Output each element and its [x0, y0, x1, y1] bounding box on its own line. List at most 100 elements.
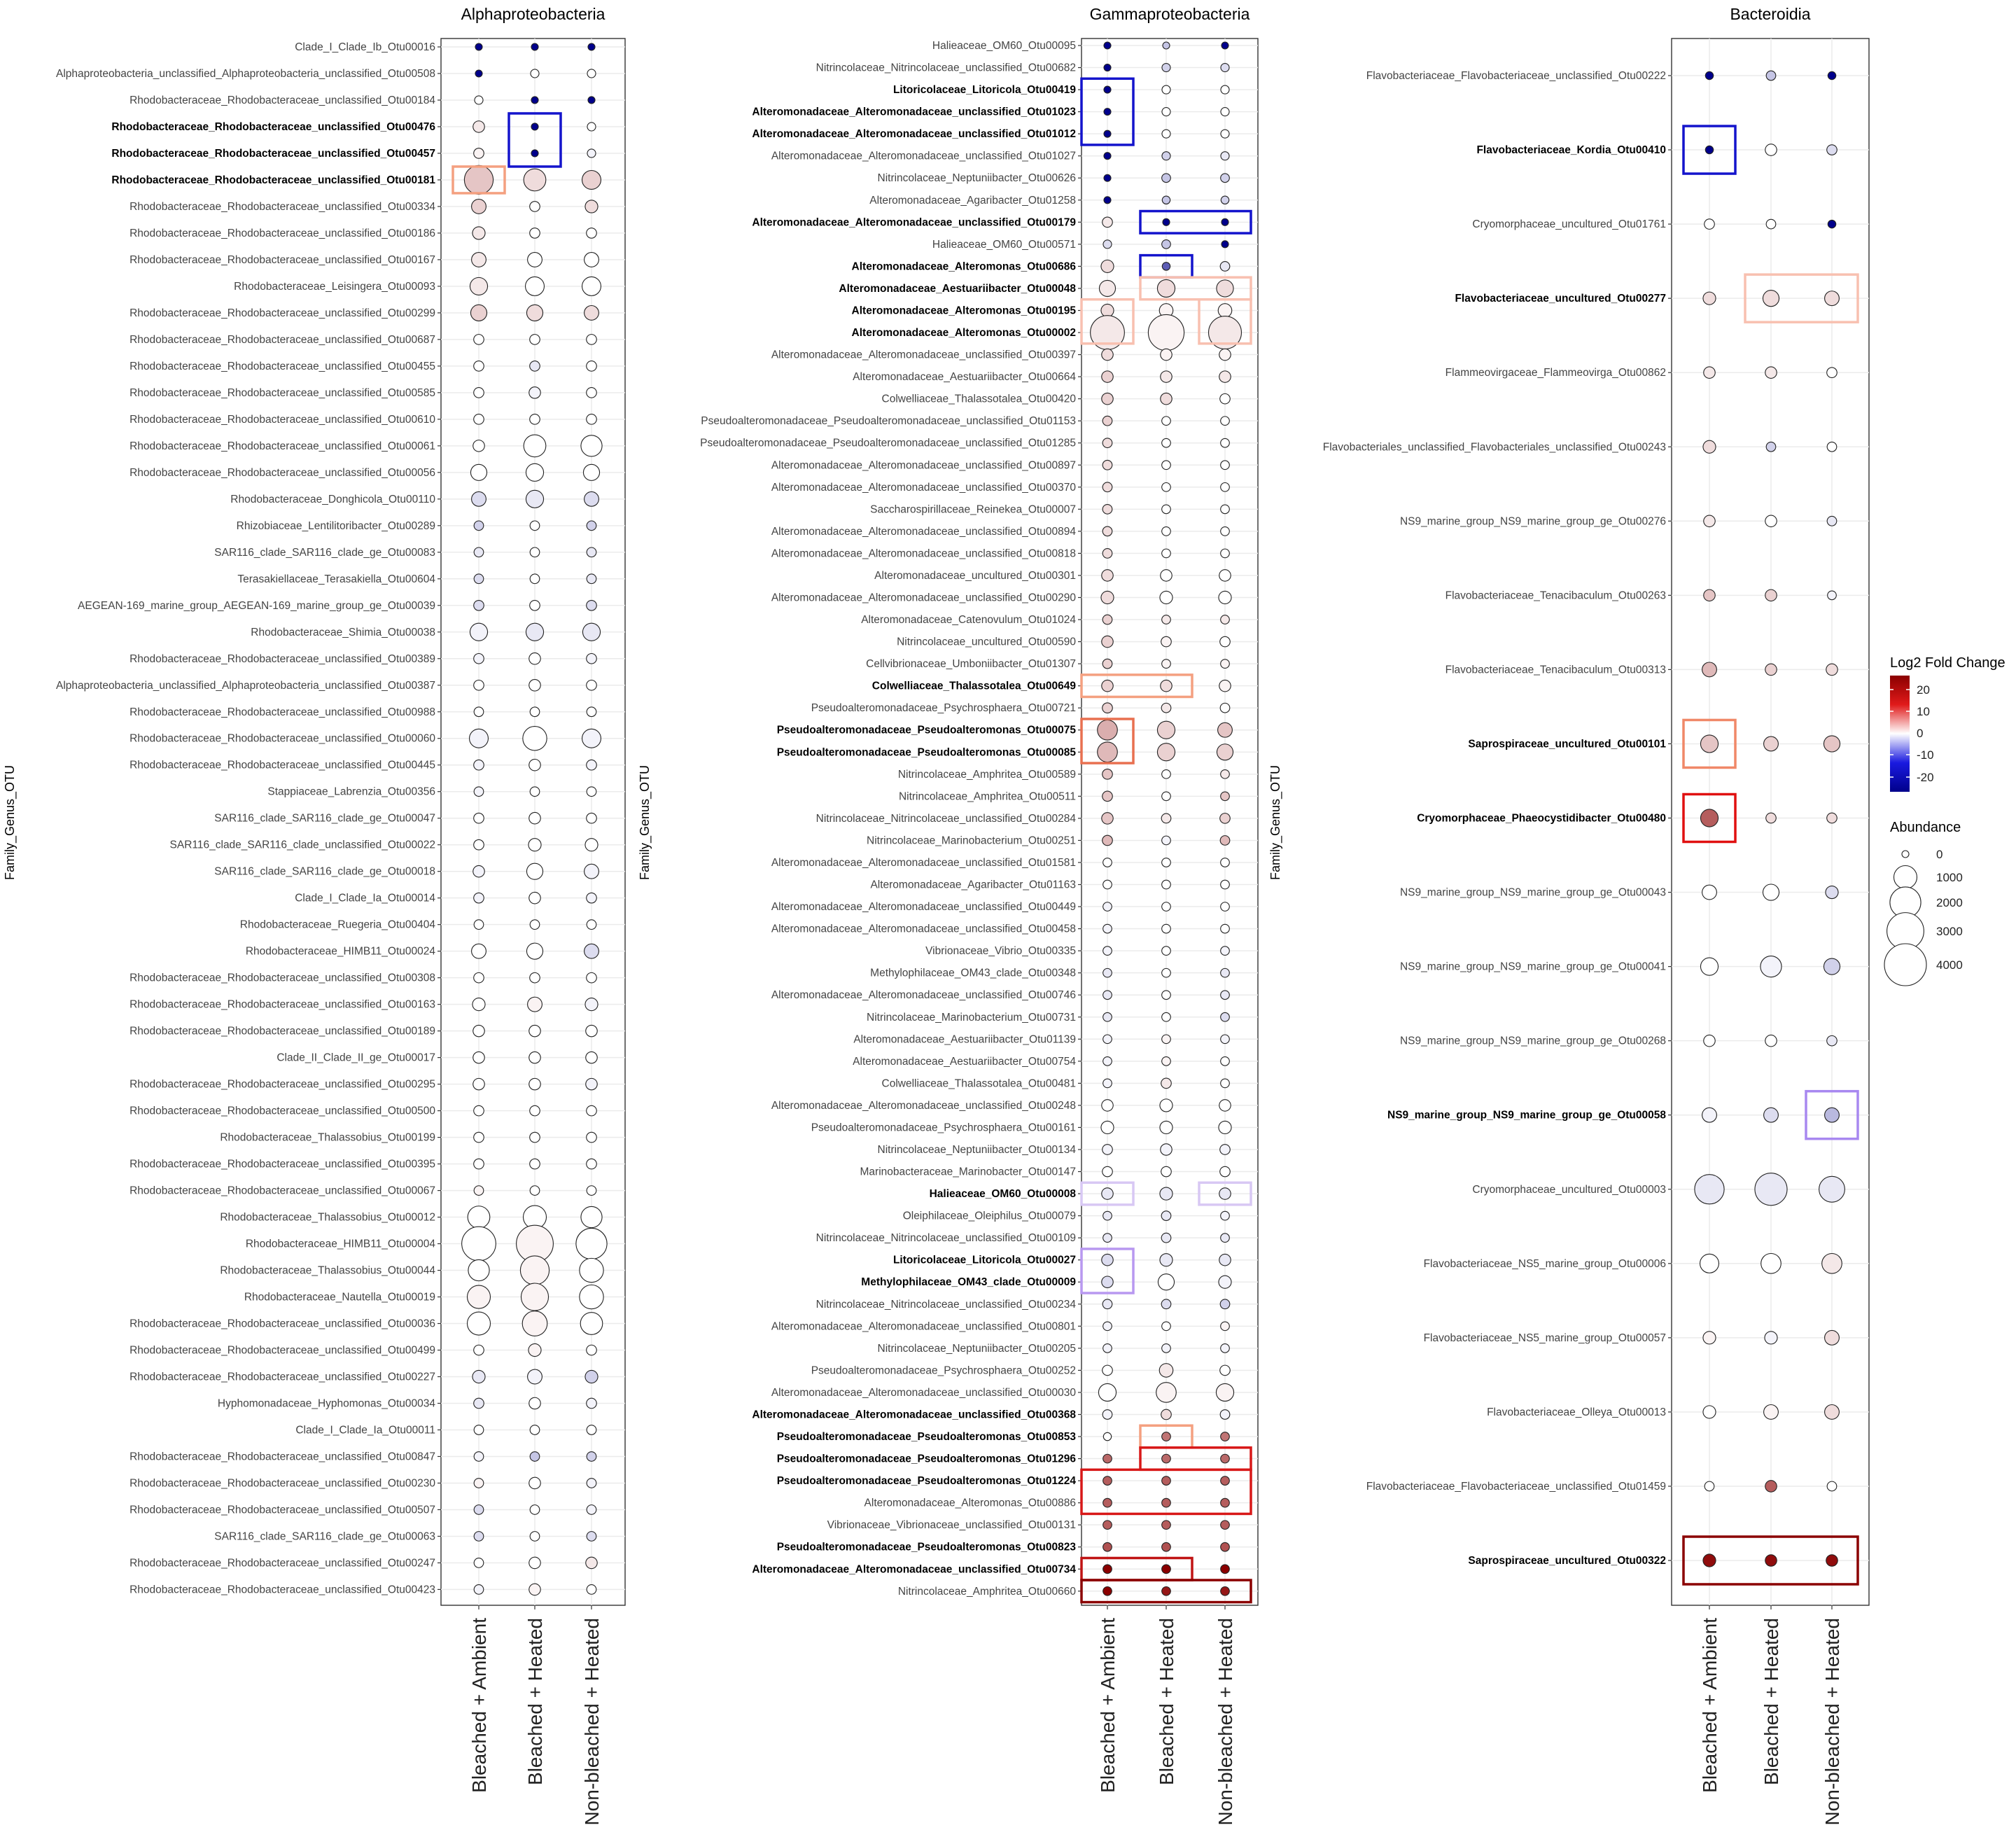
highlight-box — [1080, 1181, 1135, 1206]
bubble — [1102, 1364, 1113, 1376]
bubble — [531, 149, 539, 158]
bubble — [1102, 239, 1112, 249]
bubble — [1220, 85, 1230, 95]
bubble — [1219, 702, 1231, 713]
row-label: Alteromonadaceae_Alteromonadaceae_unclas… — [752, 216, 1076, 228]
bubble — [471, 198, 486, 214]
bubble — [1704, 218, 1715, 230]
bubble — [579, 1257, 604, 1283]
row-label: Alteromonadaceae_Alteromonadaceae_unclas… — [752, 106, 1076, 118]
bubble — [1217, 303, 1233, 318]
row-label: Flammeovirgaceae_Flammeovirga_Otu00862 — [1446, 367, 1666, 379]
row-label: Rhodobacteraceae_Rhodobacteraceae_unclas… — [130, 467, 435, 479]
bubble — [1161, 1056, 1171, 1066]
row-label: Saprospiraceae_uncultured_Otu00101 — [1468, 738, 1666, 750]
x-tick-label: Bleached + Heated — [524, 1618, 546, 1785]
size-legend-label: 2000 — [1936, 896, 1963, 909]
bubble — [473, 1185, 484, 1196]
bubble — [1160, 348, 1172, 361]
bubble — [585, 1051, 598, 1064]
bubble — [473, 1504, 484, 1515]
bubble — [587, 122, 596, 132]
bubble — [581, 169, 602, 190]
bubble — [527, 1369, 542, 1385]
bubble — [585, 1556, 598, 1570]
bubble — [469, 622, 489, 641]
bubble — [1102, 614, 1113, 625]
bubble — [1219, 835, 1231, 846]
bubble — [1161, 504, 1171, 515]
bubble — [1161, 1077, 1172, 1089]
row-label: SAR116_clade_SAR116_clade_unclassified_O… — [170, 839, 435, 851]
bubble — [1102, 1542, 1112, 1552]
row-label: Pseudoalteromonadaceae_Pseudoalteromonas… — [777, 725, 1077, 736]
bubble — [1826, 1554, 1838, 1567]
bubble — [470, 304, 488, 321]
bubble — [1219, 1299, 1231, 1310]
bubble — [1161, 946, 1171, 956]
bubble — [586, 652, 597, 664]
bubble — [1219, 348, 1231, 361]
row-label: Marinobacteraceae_Marinobacter_Otu00147 — [860, 1166, 1076, 1178]
row-label: Rhodobacteraceae_Rhodobacteraceae_unclas… — [130, 1159, 435, 1171]
x-tick-label: Non-bleached + Heated — [1821, 1618, 1843, 1826]
row-label: Rhodobacteraceae_Rhodobacteraceae_unclas… — [111, 174, 435, 186]
bubble — [473, 573, 484, 585]
row-label: Alteromonadaceae_Alteromonadaceae_unclas… — [752, 1409, 1076, 1420]
bubble — [528, 1024, 541, 1038]
bubble — [1219, 1409, 1231, 1420]
bubble — [1156, 743, 1176, 762]
bubble — [1103, 63, 1112, 72]
bubble — [1156, 1382, 1177, 1403]
bubble — [1762, 883, 1780, 901]
bubble — [525, 489, 545, 508]
bubble — [529, 1425, 540, 1435]
bubble — [586, 1397, 597, 1409]
row-label: Alteromonadaceae_Alteromonadaceae_unclas… — [771, 482, 1077, 494]
bubble — [586, 228, 597, 239]
bubble — [473, 1478, 484, 1488]
bubble — [473, 148, 484, 159]
row-label: Rhodobacteraceae_Rhodobacteraceae_unclas… — [130, 972, 435, 984]
bubble — [473, 706, 484, 718]
bubble — [528, 1476, 541, 1490]
row-label: Nitrincolaceae_Neptuniibacter_Otu00134 — [878, 1144, 1077, 1156]
bubble — [586, 1158, 597, 1170]
bubble — [1101, 348, 1114, 361]
bubble — [1161, 107, 1171, 117]
bubble — [1161, 1321, 1171, 1332]
bubble — [575, 1227, 608, 1260]
row-label: NS9_marine_group_NS9_marine_group_ge_Otu… — [1400, 1035, 1666, 1047]
row-label: Terasakiellaceae_Terasakiella_Otu00604 — [237, 573, 435, 585]
row-label: Clade_II_Clade_II_ge_Otu00017 — [276, 1052, 435, 1064]
row-label: Rhodobacteraceae_Rhodobacteraceae_unclas… — [130, 706, 435, 718]
color-legend-tick-label: -20 — [1917, 771, 1934, 784]
bubble — [586, 334, 597, 345]
row-label: Nitrincolaceae_Amphritea_Otu00589 — [898, 769, 1076, 781]
bubble — [1101, 812, 1114, 825]
bubble — [1102, 902, 1112, 911]
bubble — [472, 1077, 485, 1091]
row-label: Cryomorphaceae_uncultured_Otu00003 — [1472, 1184, 1666, 1196]
size-legend-label: 1000 — [1936, 871, 1963, 884]
bubble — [586, 892, 597, 904]
bubble — [473, 679, 484, 691]
bubble — [528, 1343, 542, 1357]
bubble — [586, 573, 597, 585]
row-label: Rhodobacteraceae_Rhodobacteraceae_unclas… — [111, 121, 435, 133]
bubble — [1102, 702, 1113, 714]
bubble — [586, 414, 597, 425]
bubble — [1101, 370, 1114, 383]
row-label: Pseudoalteromonadaceae_Pseudoalteromonas… — [777, 1431, 1077, 1443]
bubble — [1100, 259, 1114, 273]
bubble — [1219, 1364, 1231, 1376]
bubble — [1161, 1476, 1171, 1486]
bubble — [1102, 503, 1113, 515]
bubble — [528, 1556, 541, 1570]
row-label: Rhodobacteraceae_Rhodobacteraceae_unclas… — [130, 228, 435, 239]
bubble — [472, 865, 485, 878]
bubble — [473, 387, 484, 398]
highlight-box — [1682, 792, 1737, 844]
bubble — [472, 1024, 485, 1038]
bubble — [1103, 196, 1112, 204]
